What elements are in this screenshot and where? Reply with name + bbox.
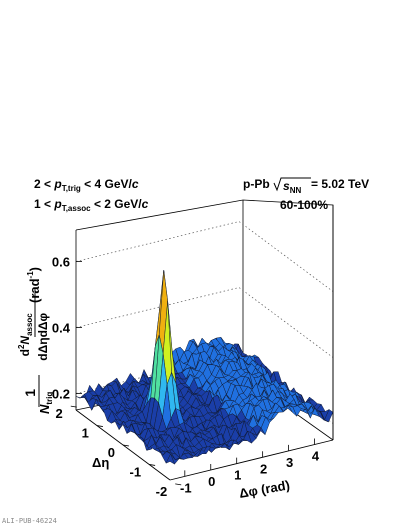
collision-system: p-Pb (243, 177, 270, 191)
zlabel-nassoc: N (18, 336, 32, 345)
dphi-tick-label: -1 (180, 480, 192, 495)
zlabel-text: 1 Ntrig d2Nassoc dΔηdΔφ (rad-1) (17, 267, 55, 414)
trigger-cut-text: 2 < pT,trig < 4 GeV/c (34, 177, 139, 193)
z-tick-label: 0.4 (52, 321, 71, 336)
deta-tick-mark (96, 425, 103, 427)
centrality-label: 60-100% (280, 198, 328, 212)
zlabel-trig: trig (45, 392, 54, 405)
deta-tick-label: 2 (56, 406, 63, 421)
dphi-tick-label: 3 (286, 455, 293, 470)
xlabel: Δφ (rad) (238, 477, 291, 501)
dphi-tick-label: 0 (208, 474, 215, 489)
dphi-tick-label: 2 (260, 461, 267, 476)
deta-tick-label: -2 (156, 484, 168, 499)
assoc-cut-label: 1 < pT,assoc < 2 GeV/c (34, 197, 149, 213)
dphi-ticks: -1 0 1 2 3 4 (180, 438, 320, 495)
zlabel-d2: d (18, 349, 32, 356)
zlabel-one: 1 (22, 389, 38, 397)
assoc-cut-text: 1 < pT,assoc < 2 GeV/c (34, 197, 149, 213)
zlabel: 1 Ntrig d2Nassoc dΔηdΔφ (rad-1) (17, 267, 55, 414)
zlabel-sq: 2 (17, 344, 26, 349)
correlation-surface (75, 269, 334, 465)
sqrt-sign (273, 177, 311, 192)
zlabel-assoc: assoc (25, 313, 34, 336)
zlabel-unit-exp: -1 (26, 271, 35, 279)
deta-ticks: -2 -1 0 1 2 (56, 405, 182, 499)
z-tick-label: 0.2 (52, 387, 70, 402)
ylabel: Δη (92, 455, 109, 470)
deta-tick-mark (70, 405, 77, 408)
watermark: ALI-PUB-46224 (2, 517, 57, 525)
collision-label: p-Pb sNN = 5.02 TeV (243, 177, 369, 195)
surface-cell (165, 453, 175, 465)
trigger-cut-label: 2 < pT,trig < 4 GeV/c (34, 177, 139, 193)
energy-value: = 5.02 TeV (311, 177, 369, 191)
deta-tick-label: -1 (130, 464, 142, 479)
deta-tick-mark (122, 444, 130, 447)
deta-tick-label: 1 (82, 426, 89, 441)
zlabel-unit-close: ) (27, 267, 42, 271)
deta-tick-mark (175, 483, 182, 486)
z-tick-label: 0.6 (52, 255, 70, 270)
deta-tick-mark (149, 464, 156, 466)
z-ticks: 0.2 0.4 0.6 (52, 255, 82, 402)
dphi-axis-line (169, 439, 334, 481)
deta-tick-label: 0 (108, 445, 115, 460)
sqrt-s-nn: sNN (283, 179, 301, 195)
dphi-tick-label: 4 (312, 449, 320, 464)
zlabel-denom: dΔηdΔφ (36, 312, 50, 360)
dphi-tick-label: 1 (234, 468, 241, 483)
z-grid-line (75, 221, 334, 292)
zlabel-ntrig: N (37, 404, 52, 414)
